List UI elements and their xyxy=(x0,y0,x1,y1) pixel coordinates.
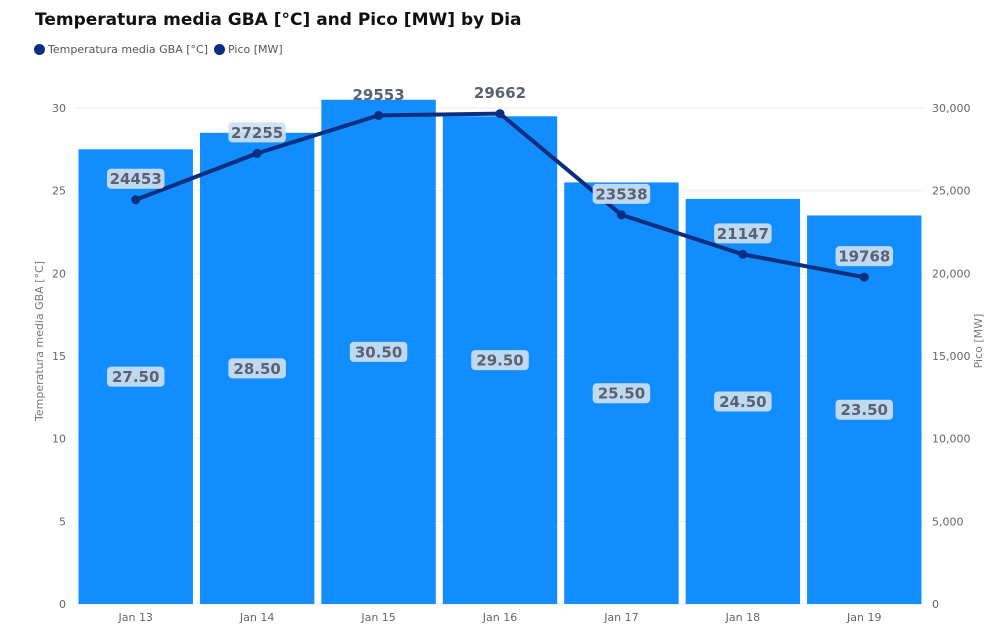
left-tick-label: 30 xyxy=(52,102,66,115)
x-tick-label: Jan 14 xyxy=(239,611,274,624)
pico-point-5 xyxy=(738,249,748,259)
left-tick-label: 25 xyxy=(52,185,66,198)
pico-point-6 xyxy=(859,272,869,282)
line-value-label: 19768 xyxy=(838,248,890,266)
line-value-label: 21147 xyxy=(717,225,769,243)
left-tick-label: 0 xyxy=(59,598,66,611)
legend: Temperatura media GBA [°C] Pico [MW] xyxy=(34,43,289,56)
bar-value-label-bg xyxy=(349,341,408,362)
legend-label-pico: Pico [MW] xyxy=(228,43,283,56)
x-tick-label: Jan 13 xyxy=(117,611,152,624)
left-tick-label: 15 xyxy=(52,350,66,363)
bar-value-label-bg xyxy=(835,399,894,420)
right-tick-label: 25,000 xyxy=(932,185,971,198)
legend-marker-icon xyxy=(34,44,45,55)
pico-point-3 xyxy=(495,109,505,119)
line-value-label: 29553 xyxy=(352,86,404,104)
pico-point-2 xyxy=(374,110,384,120)
right-axis-title: Pico [MW] xyxy=(972,314,985,369)
line-value-label: 29662 xyxy=(474,84,526,102)
left-tick-label: 10 xyxy=(52,433,66,446)
bar-value-label-bg xyxy=(592,383,651,404)
x-tick-label: Jan 18 xyxy=(725,611,760,624)
bar-value-label: 24.50 xyxy=(719,393,766,411)
x-tick-label: Jan 19 xyxy=(846,611,881,624)
pico-point-0 xyxy=(131,195,141,205)
line-value-label-bg xyxy=(592,183,651,204)
bar-value-label-bg xyxy=(106,366,165,387)
line-value-label-bg xyxy=(228,122,286,143)
bar-value-label-bg xyxy=(228,358,286,379)
line-value-label: 24453 xyxy=(110,170,162,188)
bar-value-label: 25.50 xyxy=(598,385,645,403)
bar-value-label-bg xyxy=(471,350,529,371)
x-tick-label: Jan 15 xyxy=(360,611,395,624)
line-value-label-bg xyxy=(106,168,165,189)
left-tick-label: 5 xyxy=(59,515,66,528)
chart-title: Temperatura media GBA [°C] and Pico [MW]… xyxy=(35,10,522,30)
left-tick-label: 20 xyxy=(52,267,66,280)
right-tick-label: 0 xyxy=(932,598,939,611)
x-tick-label: Jan 16 xyxy=(482,611,517,624)
right-tick-label: 10,000 xyxy=(932,433,971,446)
legend-item-pico[interactable]: Pico [MW] xyxy=(214,43,283,56)
left-axis-title: Temperatura media GBA [°C] xyxy=(33,261,46,422)
bar-value-label-bg xyxy=(714,391,772,412)
line-value-label: 23538 xyxy=(595,185,647,203)
right-tick-label: 15,000 xyxy=(932,350,971,363)
pico-point-4 xyxy=(616,210,626,220)
right-tick-label: 5,000 xyxy=(932,515,964,528)
right-tick-label: 30,000 xyxy=(932,102,971,115)
bar-value-label: 27.50 xyxy=(112,368,159,386)
x-tick-label: Jan 17 xyxy=(603,611,638,624)
bar-value-label: 28.50 xyxy=(233,360,280,378)
bar-value-label: 29.50 xyxy=(476,352,523,370)
line-value-label-bg xyxy=(714,223,772,244)
bar-value-label: 30.50 xyxy=(355,343,402,361)
pico-point-1 xyxy=(252,148,262,158)
bar-value-label: 23.50 xyxy=(841,401,888,419)
legend-marker-icon xyxy=(214,44,226,55)
line-value-label: 27255 xyxy=(231,124,283,142)
legend-item-temperatura[interactable]: Temperatura media GBA [°C] xyxy=(34,43,208,56)
line-value-label-bg xyxy=(835,246,894,267)
legend-label-temperatura: Temperatura media GBA [°C] xyxy=(48,43,209,56)
right-tick-label: 20,000 xyxy=(932,267,971,280)
